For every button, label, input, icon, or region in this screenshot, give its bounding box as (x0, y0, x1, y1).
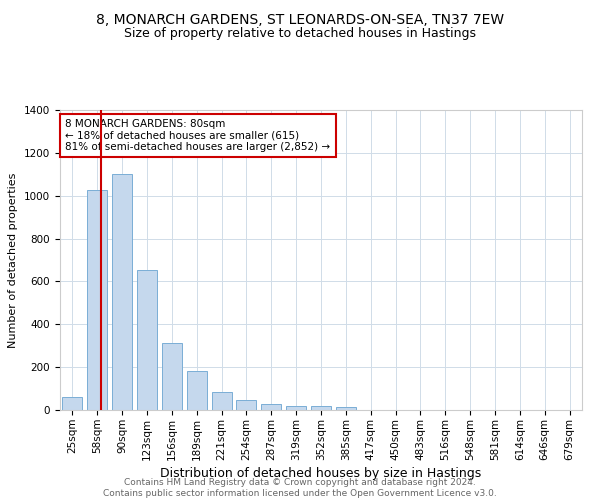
Bar (112, 174, 132, 410)
Text: Contains HM Land Registry data © Crown copyright and database right 2024.
Contai: Contains HM Land Registry data © Crown c… (103, 478, 497, 498)
Bar (311, 406, 331, 410)
Bar (62, 397, 82, 410)
Text: 8 MONARCH GARDENS: 80sqm
← 18% of detached houses are smaller (615)
81% of semi-: 8 MONARCH GARDENS: 80sqm ← 18% of detach… (65, 119, 331, 152)
X-axis label: Distribution of detached houses by size in Hastings: Distribution of detached houses by size … (160, 466, 482, 479)
Bar (162, 342, 182, 410)
Bar (187, 372, 206, 410)
Bar (336, 408, 356, 410)
Text: 8, MONARCH GARDENS, ST LEONARDS-ON-SEA, TN37 7EW: 8, MONARCH GARDENS, ST LEONARDS-ON-SEA, … (96, 12, 504, 26)
Bar (137, 270, 157, 410)
Bar (88, 190, 107, 410)
Bar (212, 392, 232, 410)
Bar (286, 406, 306, 410)
Y-axis label: Number of detached properties: Number of detached properties (8, 172, 19, 348)
Bar (262, 404, 281, 410)
Bar (236, 400, 256, 410)
Text: Size of property relative to detached houses in Hastings: Size of property relative to detached ho… (124, 28, 476, 40)
